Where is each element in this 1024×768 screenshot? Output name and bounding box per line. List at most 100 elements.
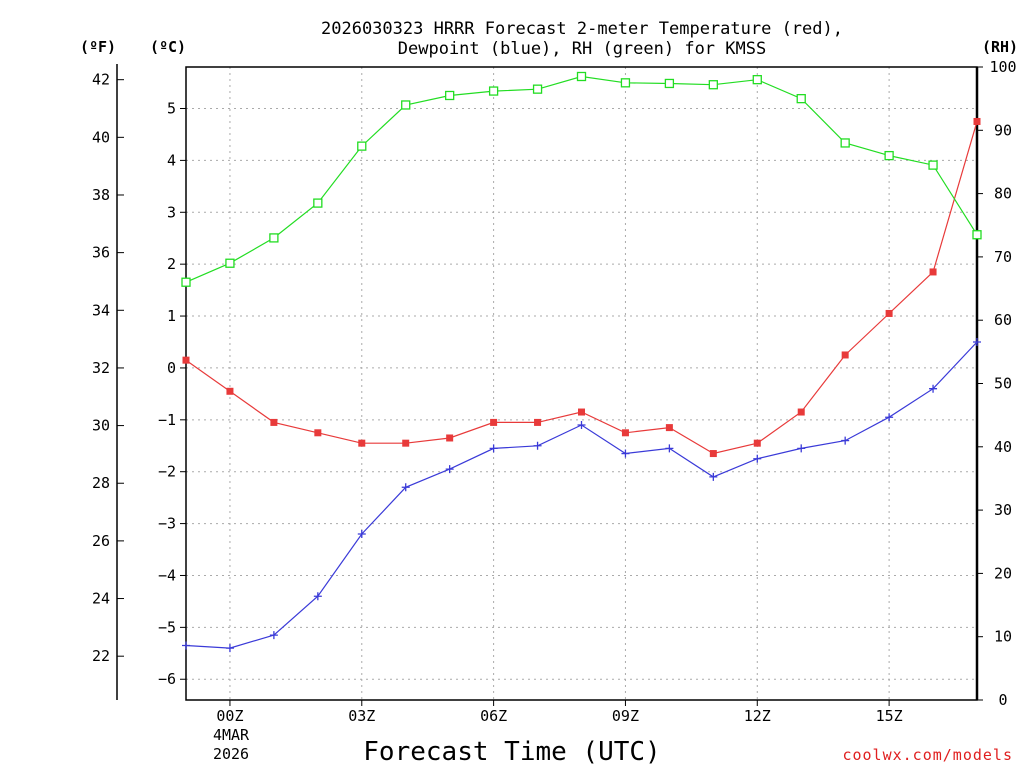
temperature-point [973,117,981,125]
temperature-point [358,439,366,447]
celsius-tick-label: 0 [167,359,176,377]
rh-point [796,94,806,104]
rh-tick-label: 20 [994,564,1012,582]
x-tick-label: 00Z [216,707,243,725]
dewpoint-line [185,341,978,649]
rh-tick-label: 10 [994,628,1012,646]
rh-point [225,258,235,268]
rh-tick-label: 50 [994,375,1012,393]
date-label-year: 2026 [213,745,249,763]
rh-point [576,71,587,82]
rh-line [185,75,978,283]
celsius-tick-label: −2 [158,463,176,481]
rh-point [181,277,191,287]
rh-tick-label: 90 [994,121,1012,139]
fahrenheit-tick-label: 34 [92,301,110,319]
rh-point [357,141,367,151]
dewpoint-point [445,465,454,474]
rh-unit-label: (RH) [982,38,1018,56]
temperature-point [226,387,234,395]
dewpoint-point [665,444,674,453]
celsius-unit-label: (ºC) [150,38,186,56]
rh-tick-label: 0 [998,691,1007,709]
rh-tick-label: 80 [994,185,1012,203]
dewpoint-point [313,592,322,601]
rh-tick-label: 40 [994,438,1012,456]
x-axis-title: Forecast Time (UTC) [363,737,660,767]
fahrenheit-tick-label: 24 [92,590,110,608]
temperature-line [185,121,978,455]
rh-point [928,160,938,170]
x-tick-label: 12Z [744,707,771,725]
dewpoint-point [401,483,410,492]
x-tick-label: 09Z [612,707,639,725]
dewpoint-point [269,631,278,640]
rh-tick-label: 30 [994,501,1012,519]
dewpoint-point [533,441,542,450]
dewpoint-point [973,337,981,346]
rh-point [532,84,543,94]
temperature-point [929,268,937,276]
celsius-tick-label: 3 [167,203,176,221]
fahrenheit-tick-label: 38 [92,186,110,204]
date-label-month: 4MAR [213,726,250,744]
temperature-point [314,429,322,437]
rh-point [664,78,675,89]
celsius-tick-label: 2 [167,255,176,273]
temperature-point [402,439,410,447]
dewpoint-point [621,449,630,458]
dewpoint-point [929,384,938,393]
dewpoint-point [797,444,806,453]
rh-point [884,150,894,161]
fahrenheit-tick-label: 28 [92,474,110,492]
temperature-point [665,424,673,432]
dewpoint-point [489,444,498,453]
rh-tick-label: 70 [994,248,1012,266]
tick-labels: 00Z 03Z 06Z 09Z 12Z 15Z543210−1−2−3−4−5−64240… [92,58,1017,725]
celsius-tick-label: −5 [158,618,176,636]
temperature-point [797,408,805,416]
dewpoint-point [577,421,586,430]
celsius-tick-label: 1 [167,307,176,325]
dewpoint-point [841,436,850,445]
rh-tick-label: 60 [994,311,1012,329]
rh-point [972,230,982,240]
dewpoint-point [885,413,894,422]
temperature-point [182,356,190,364]
celsius-tick-label: 4 [167,151,176,169]
dewpoint-point [225,644,234,653]
rh-point [840,138,850,148]
axes [116,64,983,706]
dewpoint-point [709,472,718,481]
temperature-point [621,429,629,437]
watermark-text: coolwx.com/models [842,746,1013,764]
fahrenheit-tick-label: 32 [92,359,110,377]
chart-title-line1: 2026030323 HRRR Forecast 2-meter Tempera… [321,19,843,39]
celsius-tick-label: −1 [158,411,176,429]
temperature-point [534,418,542,426]
rh-tick-label: 100 [989,58,1016,76]
dewpoint-point [357,529,366,538]
fahrenheit-tick-label: 22 [92,647,110,665]
dewpoint-point [753,454,762,463]
celsius-tick-label: −6 [158,670,176,688]
temperature-point [446,434,454,442]
celsius-tick-label: −3 [158,515,176,533]
fahrenheit-tick-label: 40 [92,128,110,146]
x-tick-label: 03Z [348,707,375,725]
grid-lines [186,67,977,700]
fahrenheit-unit-label: (ºF) [80,38,116,56]
temperature-point [753,439,761,447]
fahrenheit-tick-label: 26 [92,532,110,550]
temperature-point [709,450,717,458]
temperature-point [490,418,498,426]
celsius-tick-label: 5 [167,100,176,118]
temperature-point [578,408,585,416]
plot-frame [185,66,978,701]
x-tick-label: 15Z [876,707,903,725]
rh-point [752,75,762,85]
celsius-tick-label: −4 [158,566,176,584]
rh-point [708,80,718,90]
temperature-point [270,418,278,426]
